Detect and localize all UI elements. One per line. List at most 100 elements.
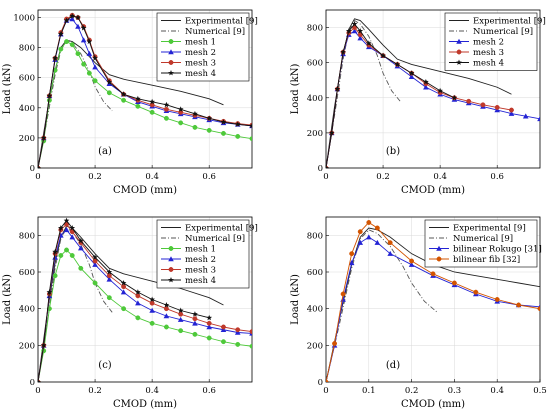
- x-tick-label: 0.2: [376, 172, 390, 182]
- data-point: [480, 102, 486, 108]
- data-point: [38, 165, 41, 168]
- data-point: [163, 306, 169, 312]
- data-point: [516, 302, 522, 308]
- data-point: [466, 98, 472, 104]
- data-point: [394, 61, 401, 67]
- data-point: [537, 306, 540, 312]
- data-point: [348, 260, 355, 266]
- data-point: [351, 28, 358, 34]
- chart-panel-2: 0 0.2 0.4 0.6 0 200 400 600 800 CMOD (mm) Load (kN…: [290, 9, 546, 196]
- x-tick-label: 0.3: [448, 386, 462, 396]
- y-tick-label: 800: [19, 44, 35, 54]
- data-point: [494, 104, 500, 110]
- data-point: [75, 14, 81, 20]
- data-point: [38, 379, 41, 382]
- data-point: [357, 35, 364, 41]
- data-point: [57, 225, 64, 231]
- x-tick-label: 0.4: [490, 386, 504, 396]
- data-point: [351, 21, 358, 27]
- legend-entry: Experimental [9]: [185, 17, 258, 27]
- data-point: [206, 314, 213, 321]
- data-point: [326, 379, 329, 382]
- data-point: [40, 342, 47, 348]
- data-point: [135, 103, 141, 109]
- data-point: [357, 229, 363, 235]
- data-point: [78, 245, 84, 251]
- legend: Experimental [9]Numerical [9]mesh 1mesh …: [156, 219, 258, 289]
- data-point: [220, 119, 227, 125]
- panel-label: (c): [98, 360, 112, 371]
- data-point: [409, 258, 415, 264]
- data-point: [387, 240, 393, 246]
- legend-entry: mesh 1: [185, 38, 216, 48]
- data-point: [149, 307, 155, 313]
- data-point: [92, 64, 98, 70]
- data-point: [58, 253, 64, 258]
- x-tick-label: 0.2: [88, 172, 102, 182]
- series-line: [38, 227, 113, 382]
- data-point: [345, 28, 352, 34]
- y-axis-label: Load (kN): [2, 64, 13, 115]
- legend-marker: [168, 49, 174, 55]
- data-point: [352, 25, 357, 31]
- data-point: [178, 311, 184, 317]
- data-point: [235, 327, 241, 333]
- data-point: [221, 130, 226, 136]
- data-point: [340, 291, 346, 297]
- data-point: [340, 49, 346, 55]
- series-group: [326, 220, 540, 382]
- data-point: [221, 324, 226, 330]
- data-point: [86, 38, 93, 45]
- data-point: [249, 343, 252, 349]
- data-point: [106, 295, 112, 301]
- x-tick-label: 0.4: [145, 386, 159, 396]
- data-point: [64, 221, 69, 227]
- legend-entry: bilinear fib [32]: [453, 255, 520, 265]
- legend: Experimental [9]Numerical [9]bilinear Ro…: [424, 219, 542, 268]
- data-point: [537, 116, 540, 122]
- data-point: [69, 234, 76, 240]
- data-point: [380, 52, 386, 59]
- legend-marker: [168, 39, 174, 44]
- data-point: [366, 234, 372, 240]
- plot-frame: [325, 9, 541, 169]
- data-point: [235, 341, 241, 347]
- legend-entry: Experimental [9]: [185, 224, 258, 234]
- data-point: [430, 271, 436, 277]
- data-point: [52, 55, 58, 61]
- data-point: [192, 320, 198, 326]
- series-line: [38, 39, 113, 168]
- x-tick-label: 0: [323, 172, 328, 182]
- data-point: [121, 284, 127, 290]
- data-point: [192, 124, 198, 130]
- data-point: [121, 306, 127, 312]
- data-point: [177, 316, 184, 322]
- plot-frame: [37, 216, 253, 383]
- data-point: [135, 300, 141, 306]
- data-point: [46, 289, 53, 295]
- y-tick-label: 200: [307, 341, 323, 351]
- y-tick-label: 800: [307, 24, 323, 34]
- x-axis-label: CMOD (mm): [401, 185, 465, 196]
- data-point: [374, 225, 380, 231]
- x-tick-label: 0.2: [88, 386, 102, 396]
- series-line: [326, 23, 455, 168]
- x-tick-label: 0.5: [533, 386, 547, 396]
- data-point: [206, 324, 212, 330]
- y-tick-label: 600: [19, 268, 35, 278]
- data-point: [149, 300, 155, 306]
- data-point: [106, 90, 112, 96]
- data-point: [473, 289, 479, 295]
- data-point: [75, 51, 81, 57]
- legend-box: [156, 219, 250, 289]
- data-point: [451, 280, 457, 286]
- x-axis-label: CMOD (mm): [113, 399, 177, 410]
- data-point: [423, 78, 429, 85]
- data-point: [69, 42, 75, 48]
- legend-marker: [456, 49, 462, 55]
- legend: Experimental [9]Numerical [9]mesh 2mesh …: [444, 12, 546, 71]
- data-point: [178, 120, 184, 126]
- data-point: [92, 254, 98, 260]
- data-point: [249, 122, 252, 129]
- data-point: [92, 280, 98, 286]
